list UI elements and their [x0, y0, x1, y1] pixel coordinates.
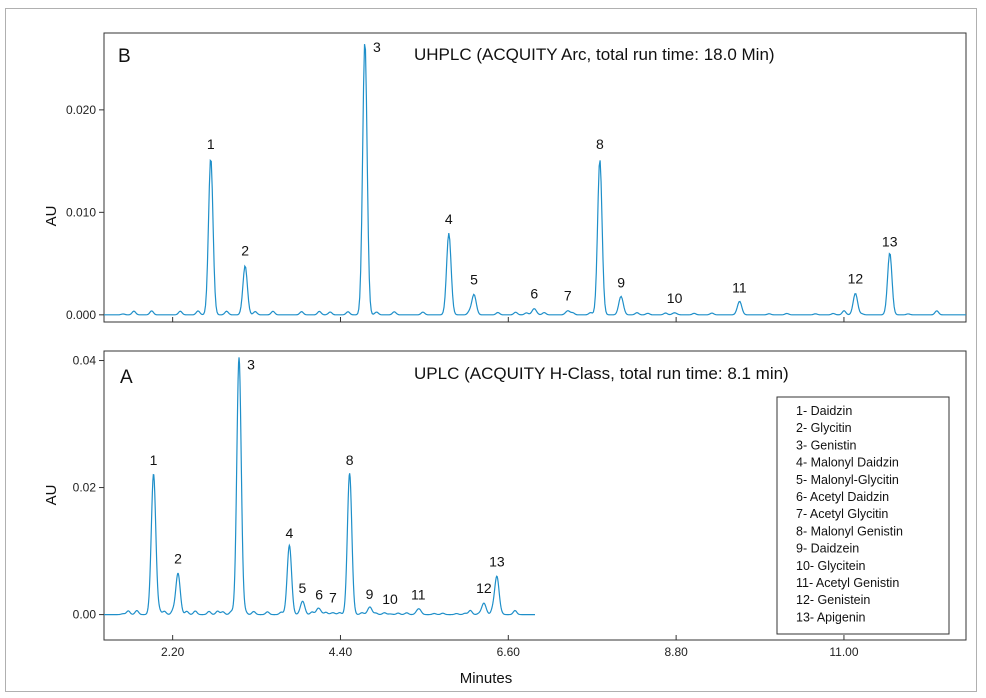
legend-entry: 9- Daidzein — [796, 542, 859, 556]
panel-b-frame — [103, 32, 967, 323]
panel-a-peak-label: 1 — [150, 452, 158, 468]
panel-b-x-ticks — [172, 317, 845, 322]
x-tick-label: 8.80 — [664, 645, 688, 659]
panel-b-peak-label: 2 — [241, 243, 249, 259]
x-tick-label: 6.60 — [497, 645, 521, 659]
legend-entry: 6- Acetyl Daidzin — [796, 490, 889, 504]
panel-a-frame — [103, 350, 967, 641]
panel-a-peak-label: 6 — [315, 587, 323, 603]
panel-a-peak-label: 11 — [411, 587, 426, 603]
legend-entry: 4- Malonyl Daidzin — [796, 456, 899, 470]
panel-b-peak-label: 4 — [445, 211, 453, 227]
panel-b: B UHPLC (ACQUITY Arc, total run time: 18… — [43, 32, 967, 323]
panel-b-peak-label: 11 — [732, 280, 747, 296]
legend-entry: 13- Apigenin — [796, 610, 866, 624]
panel-b-peak-label: 10 — [667, 290, 683, 306]
panel-a-peak-label: 3 — [247, 356, 255, 372]
panel-a-y-tick-label: 0.02 — [73, 481, 97, 495]
panel-b-trace — [104, 43, 966, 316]
legend: 1- Daidzin 2- Glycitin 3- Genistin 4- Malon… — [796, 404, 903, 624]
panel-a-peak-label: 13 — [489, 553, 505, 569]
panel-a-peak-label: 9 — [366, 586, 374, 602]
panel-a: A UPLC (ACQUITY H-Class, total run time:… — [43, 350, 967, 659]
panel-a-peak-label: 2 — [174, 550, 182, 566]
panel-b-peak-label: 9 — [617, 274, 625, 290]
panel-b-letter: B — [118, 46, 131, 67]
panel-b-peak-label: 12 — [848, 270, 864, 286]
panel-b-peak-label: 5 — [470, 271, 478, 287]
legend-entry: 12- Genistein — [796, 593, 870, 607]
x-tick-label: 11.00 — [829, 645, 858, 659]
panel-a-trace — [104, 357, 535, 616]
x-tick-label: 4.40 — [329, 645, 353, 659]
panel-a-peak-label: 8 — [346, 452, 354, 468]
legend-box — [776, 396, 950, 635]
panel-b-title: UHPLC (ACQUITY Arc, total run time: 18.0… — [414, 45, 775, 64]
panel-b-peak-label: 13 — [882, 233, 898, 249]
panel-b-y-label: AU — [43, 206, 60, 227]
x-axis-label: Minutes — [460, 670, 513, 687]
figure-frame — [5, 8, 977, 692]
legend-entry: 7- Acetyl Glycitin — [796, 507, 888, 521]
panel-b-y-tick-label: 0.000 — [66, 308, 96, 322]
panel-a-y-tick-label: 0.00 — [73, 608, 97, 622]
legend-entry: 8- Malonyl Genistin — [796, 524, 903, 538]
panel-a-peak-label: 4 — [285, 525, 293, 541]
panel-b-peak-label: 8 — [596, 136, 604, 152]
panel-a-peak-label: 12 — [476, 580, 492, 596]
panel-a-letter: A — [120, 367, 133, 388]
panel-b-peak-label: 7 — [564, 288, 572, 304]
legend-entry: 10- Glycitein — [796, 559, 866, 573]
panel-a-peak-label: 7 — [329, 590, 337, 606]
legend-entry: 2- Glycitin — [796, 421, 852, 435]
panel-a-y-ticks: 0.00 0.02 0.04 — [73, 354, 104, 622]
panel-a-x-ticks: 2.20 4.40 6.60 8.80 11.00 — [161, 635, 859, 659]
legend-entry: 5- Malonyl-Glycitin — [796, 473, 899, 487]
panel-a-y-label: AU — [43, 485, 60, 506]
x-tick-label: 2.20 — [161, 645, 185, 659]
legend-entry: 1- Daidzin — [796, 404, 852, 418]
panel-b-peak-label: 1 — [207, 136, 215, 152]
panel-b-y-ticks: 0.000 0.010 0.020 — [66, 103, 104, 322]
panel-b-y-tick-label: 0.020 — [66, 103, 96, 117]
legend-entry: 11- Acetyl Genistin — [796, 576, 899, 590]
panel-a-title: UPLC (ACQUITY H-Class, total run time: 8… — [414, 364, 789, 383]
panel-b-peak-label: 6 — [530, 286, 538, 302]
legend-entry: 3- Genistin — [796, 438, 856, 452]
panel-a-y-tick-label: 0.04 — [73, 354, 97, 368]
panel-a-peak-label: 5 — [298, 580, 306, 596]
panel-a-peak-label: 10 — [382, 591, 398, 607]
panel-b-y-tick-label: 0.010 — [66, 205, 96, 219]
panel-b-peak-label: 3 — [373, 39, 381, 55]
